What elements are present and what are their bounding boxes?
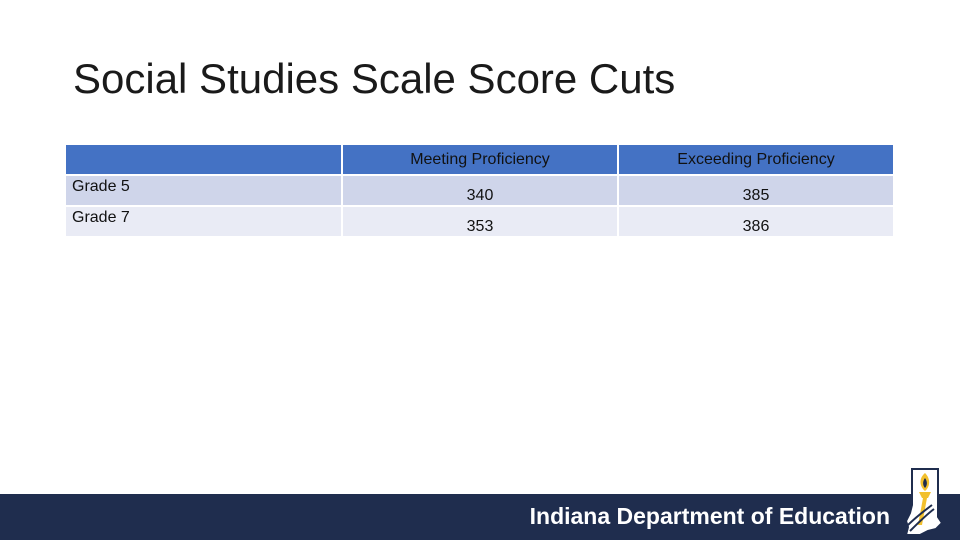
score-cuts-table: Meeting Proficiency Exceeding Proficienc… <box>66 143 895 238</box>
table-header-row: Meeting Proficiency Exceeding Proficienc… <box>66 143 895 176</box>
indiana-torch-icon <box>898 465 958 537</box>
meeting-cut-score: 340 <box>341 174 619 207</box>
meeting-cut-score: 353 <box>341 205 619 238</box>
footer-band: Indiana Department of Education <box>0 494 960 540</box>
page-title: Social Studies Scale Score Cuts <box>73 55 676 102</box>
column-header-exceeding: Exceeding Proficiency <box>617 143 895 176</box>
table-row: Grade 5 340 385 <box>66 174 895 207</box>
row-label: Grade 7 <box>66 205 343 238</box>
exceeding-cut-score: 385 <box>617 174 895 207</box>
org-name: Indiana Department of Education <box>529 503 890 529</box>
row-label: Grade 5 <box>66 174 343 207</box>
exceeding-cut-score: 386 <box>617 205 895 238</box>
table-row: Grade 7 353 386 <box>66 205 895 238</box>
column-header-meeting: Meeting Proficiency <box>341 143 619 176</box>
column-header-blank <box>66 143 343 176</box>
